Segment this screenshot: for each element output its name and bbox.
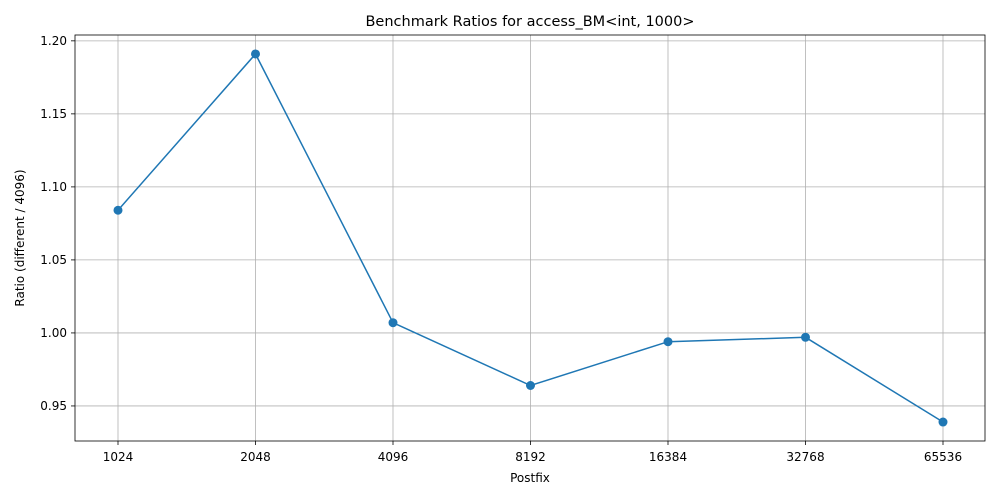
x-axis: 1024 2048 4096 8192 16384 32768 65536 [103,441,962,464]
x-tick-label: 4096 [378,450,409,464]
x-tick-label: 16384 [649,450,687,464]
data-point [251,49,260,59]
data-point [663,337,673,347]
x-axis-label: Postfix [510,471,550,485]
plot-area [74,34,986,442]
y-tick-label: 1.00 [40,326,67,340]
series-group [113,49,948,427]
data-point [388,318,398,328]
grid [75,35,985,441]
y-tick-label: 1.20 [40,34,67,48]
data-point [801,332,810,342]
y-axis: 0.95 1.00 1.05 1.10 1.15 1.20 [40,34,75,413]
chart-title: Benchmark Ratios for access_BM<int, 1000… [365,14,694,30]
x-tick-label: 65536 [924,450,962,464]
y-tick-label: 1.05 [40,253,67,267]
data-point [938,417,948,427]
y-tick-label: 0.95 [40,399,67,413]
data-point [526,381,535,391]
y-axis-label: Ratio (different / 4096) [13,169,27,306]
y-tick-label: 1.15 [40,107,67,121]
x-tick-label: 8192 [515,450,546,464]
data-point [113,205,123,215]
x-tick-label: 2048 [240,450,271,464]
y-tick-label: 1.10 [40,180,67,194]
x-tick-label: 1024 [103,450,134,464]
x-tick-label: 32768 [786,450,824,464]
